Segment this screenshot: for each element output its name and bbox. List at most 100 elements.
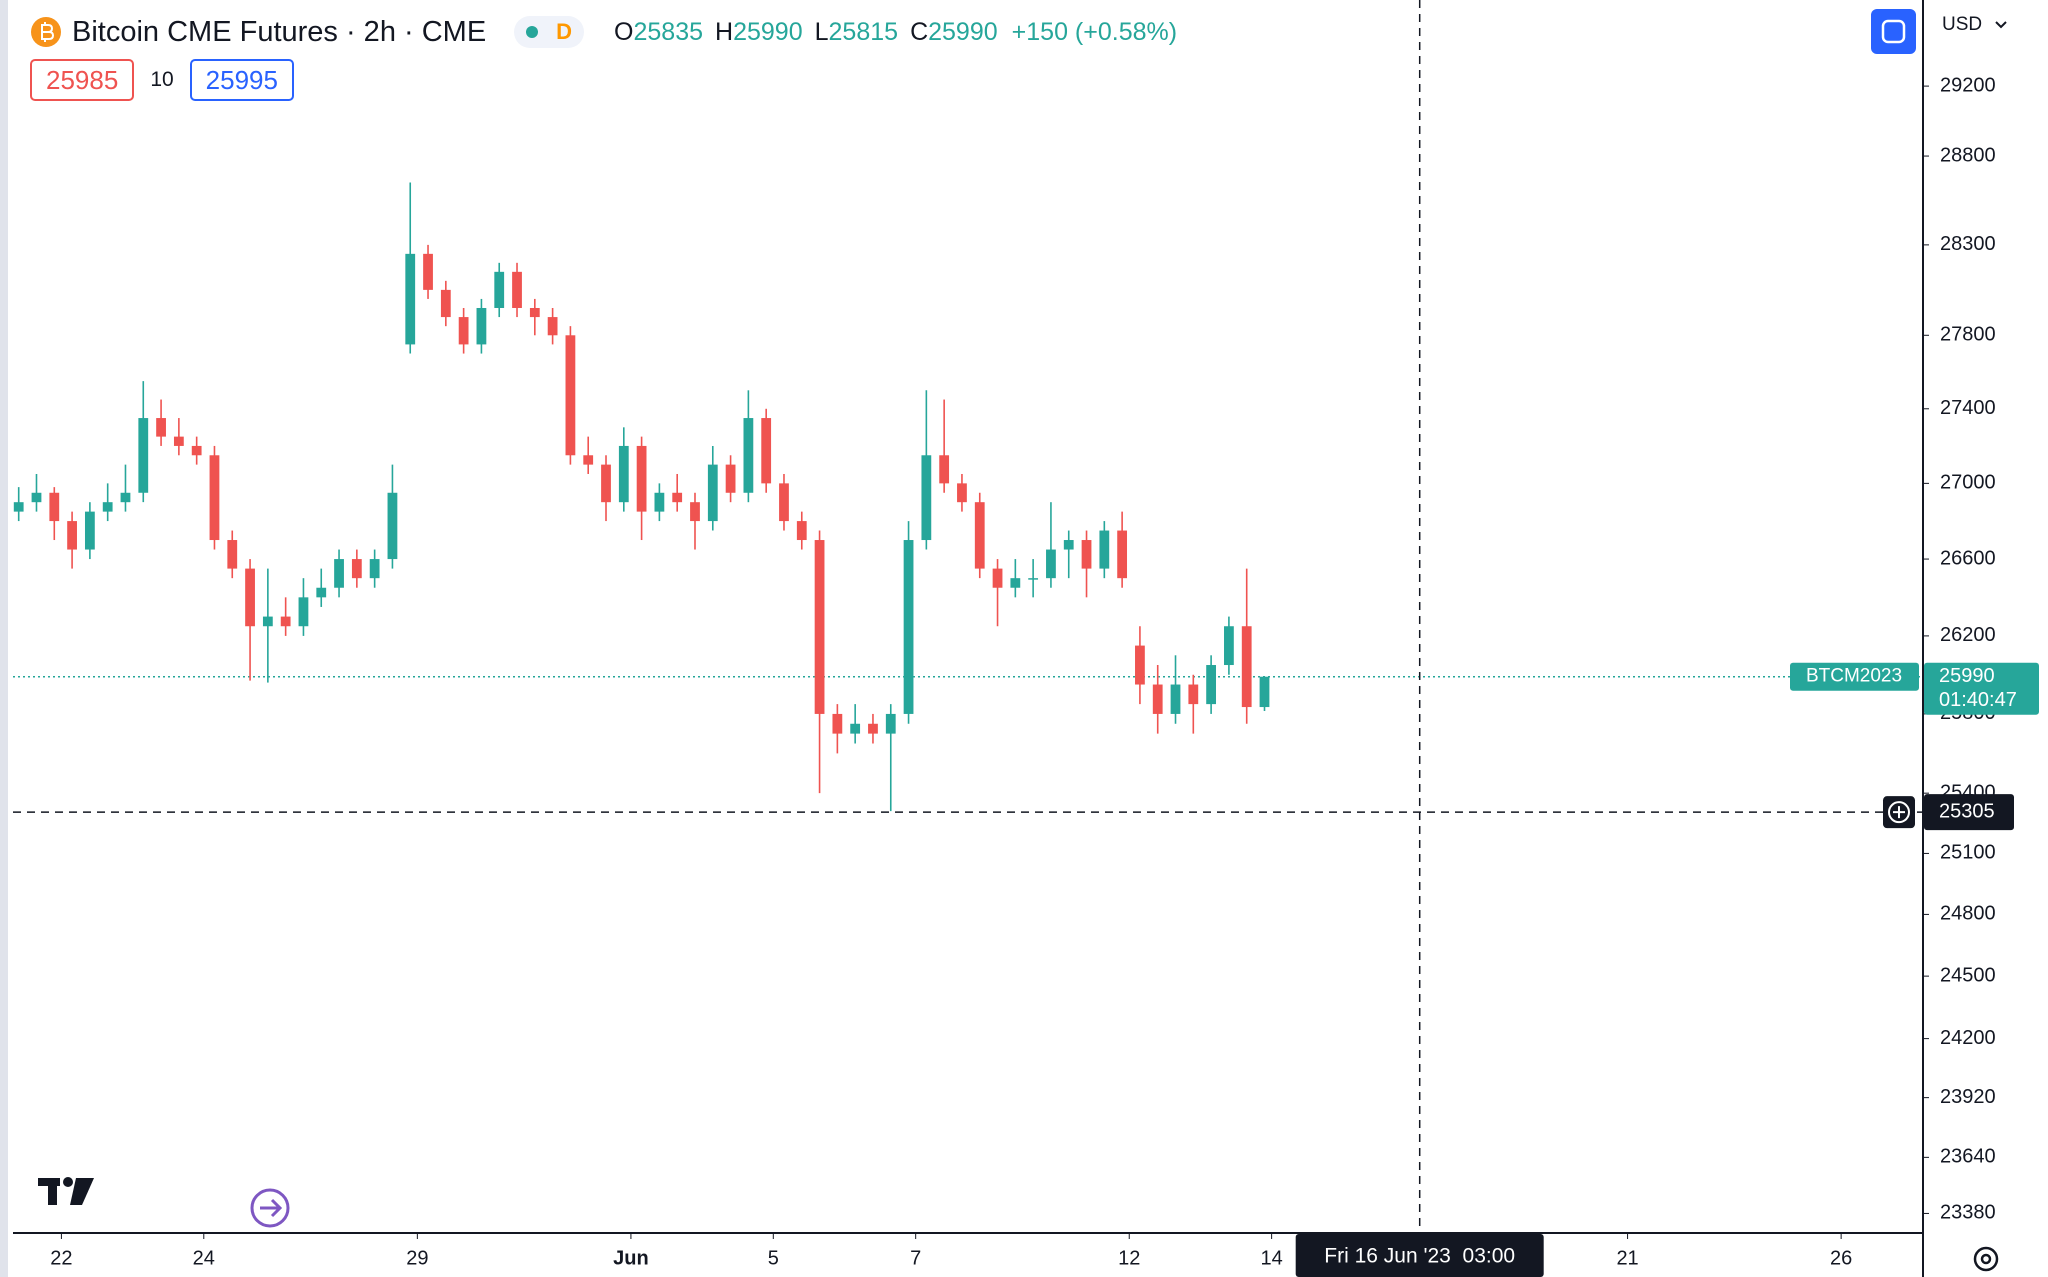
tv-logo: [38, 1177, 94, 1205]
candle-body: [209, 455, 220, 541]
candle-body: [494, 271, 505, 308]
candle-body: [512, 271, 522, 308]
candle-body: [1206, 665, 1217, 705]
currency[interactable]: USD: [1942, 14, 1982, 35]
candle-body: [939, 455, 950, 484]
spread: 10: [150, 68, 174, 91]
y-tick-label: 28300: [1940, 233, 1996, 255]
candle-body: [1081, 540, 1092, 569]
fullscreen-button[interactable]: [1871, 9, 1916, 54]
y-tick-label: 24200: [1940, 1027, 1996, 1049]
candle-body: [1117, 530, 1128, 579]
y-tick-label: 24500: [1940, 964, 1996, 986]
ask-button[interactable]: 25995: [189, 59, 294, 101]
market-status: D: [556, 19, 573, 44]
candle-body: [1152, 684, 1163, 714]
crosshair-price-box: [1924, 794, 2014, 831]
status-dot: [526, 26, 539, 38]
candle-body: [423, 253, 433, 290]
x-tick-label: 5: [768, 1247, 779, 1269]
candle-body: [654, 492, 665, 512]
x-tick-label: 14: [1260, 1247, 1282, 1269]
change: +150 (+0.58%): [1011, 17, 1178, 46]
y-tick-label: 23920: [1940, 1086, 1996, 1108]
candle-body: [227, 540, 238, 569]
ohlc-value: 25835: [633, 17, 704, 46]
candle-body: [49, 492, 60, 522]
candle-body: [796, 521, 807, 541]
candle-body: [814, 540, 825, 714]
candle-body: [173, 436, 184, 446]
candle-body: [405, 253, 416, 345]
y-tick-label: 23640: [1940, 1146, 1996, 1168]
candle-body: [280, 616, 291, 627]
y-tick-label: 27400: [1940, 397, 1996, 419]
candle-body: [992, 568, 1003, 588]
settings-icon[interactable]: [1973, 1246, 1999, 1272]
candle-body: [618, 445, 629, 503]
y-tick-label: 26200: [1940, 624, 1996, 646]
candle-body: [316, 587, 327, 598]
candle-body: [1028, 578, 1039, 580]
candle-body: [725, 464, 736, 493]
candle-body: [13, 502, 24, 512]
candle-body: [903, 540, 914, 714]
crosshair-time-label: Fri 16 Jun '23 03:00: [1324, 1245, 1515, 1268]
ohlc-value: 25990: [733, 17, 803, 46]
ohlc-label: O: [614, 17, 634, 46]
candle-body: [458, 317, 469, 345]
ohlc-label: C: [910, 17, 929, 46]
legend-row: Bitcoin CME Futures · 2h · CME D O 25835 H…: [30, 12, 1177, 52]
left-border: [0, 0, 8, 1277]
candle-body: [138, 418, 149, 493]
x-tick-label: 29: [406, 1247, 428, 1269]
y-tick-label: 26600: [1940, 547, 1996, 569]
y-tick-label: 23380: [1940, 1202, 1996, 1224]
candle-body: [120, 492, 131, 503]
y-tick-label: 24800: [1940, 903, 1996, 925]
candle-body: [1259, 676, 1270, 708]
candle-body: [67, 521, 77, 550]
ohlc-label: L: [814, 17, 829, 46]
candle-body: [583, 455, 594, 465]
chart-title: Bitcoin CME Futures · 2h · CME: [72, 15, 487, 48]
replay-icon[interactable]: [250, 1188, 290, 1228]
x-tick-label: 7: [910, 1247, 921, 1269]
candle-body: [191, 445, 202, 456]
symbol-label-box: [1790, 662, 1919, 691]
y-tick-label: 28800: [1940, 144, 1996, 166]
crosshair-add-icon: [1888, 801, 1910, 824]
ohlc-value: 25815: [828, 17, 899, 46]
crosshair-price-label: 25305: [1939, 800, 1995, 822]
candle-body: [601, 464, 611, 503]
currency-chevron[interactable]: [1995, 21, 2007, 29]
candle-body: [1224, 626, 1234, 666]
candle-body: [761, 418, 772, 484]
market-status-badge[interactable]: D: [514, 16, 585, 48]
y-tick-label: 29200: [1940, 74, 1996, 96]
x-tick-label: 12: [1118, 1247, 1140, 1269]
candle-body: [1046, 549, 1056, 579]
x-tick-label: 22: [50, 1247, 72, 1269]
candle-body: [779, 483, 789, 522]
candle-body: [707, 464, 718, 522]
candle-body: [974, 502, 985, 569]
candle-body: [102, 502, 113, 512]
symbol-label: BTCM2023: [1806, 666, 1902, 687]
candle-body: [636, 445, 647, 512]
crosshair-time-box: [1295, 1234, 1544, 1277]
candle-body: [31, 492, 42, 503]
candle-body: [547, 317, 558, 336]
candle-body: [156, 418, 166, 437]
bid-ask-row: 25985 10 25995: [30, 59, 294, 101]
candle-body: [868, 723, 878, 734]
bid-button[interactable]: 25985: [30, 59, 135, 101]
ohlc-legend: O 25835 H 25990 L 25815 C 25990: [614, 18, 998, 47]
candle-body: [921, 455, 932, 541]
candle-body: [832, 713, 843, 734]
x-tick-label: 26: [1830, 1247, 1852, 1269]
candle-body: [1099, 530, 1110, 569]
candle-body: [369, 559, 380, 579]
